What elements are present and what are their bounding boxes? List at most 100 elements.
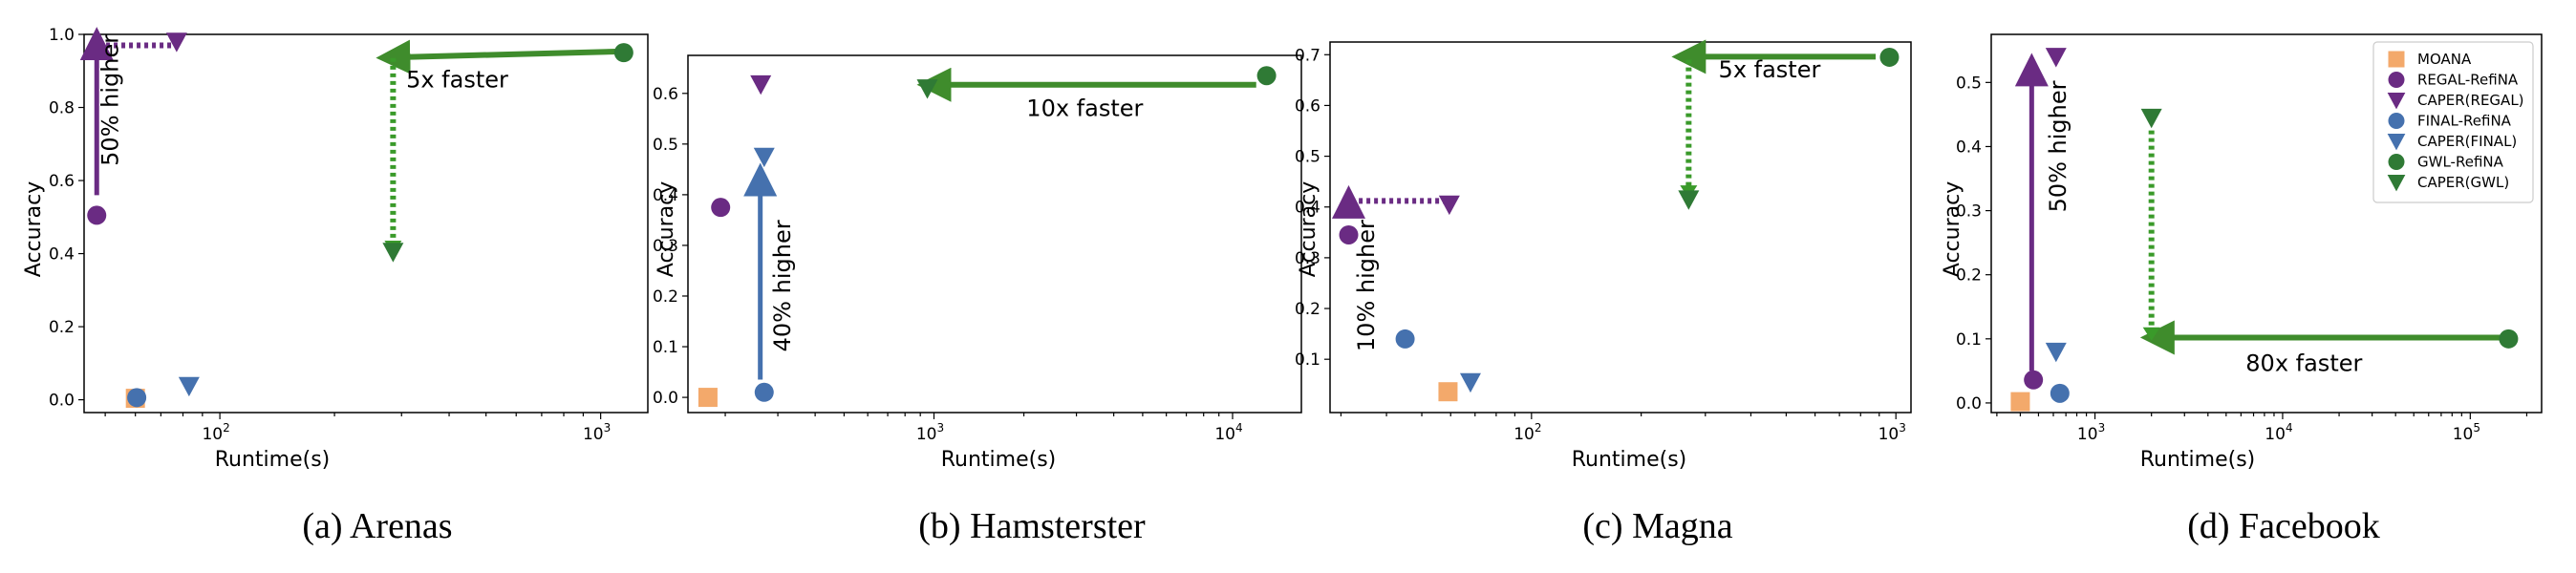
x-tick-label: 102: [1513, 421, 1541, 444]
ylabel-magna: Accuracy: [1297, 181, 1320, 277]
y-tick-label: 0.3: [1956, 202, 1982, 222]
point-caperregal: [2045, 48, 2067, 68]
point-regal-refina: [87, 205, 107, 225]
axes-frame: [1329, 41, 1912, 414]
point-caperfinal: [1459, 372, 1481, 393]
annotation-text: 50% higher: [97, 34, 123, 166]
legend-label: CAPER(REGAL): [2417, 92, 2524, 109]
axes-frame: [687, 54, 1302, 414]
x-tick-label: 103: [1878, 421, 1906, 444]
caption-magna: (c) Magna: [1582, 506, 1732, 546]
legend-label: CAPER(GWL): [2417, 174, 2509, 191]
point-gwl-refina: [2499, 329, 2519, 349]
xlabel-facebook: Runtime(s): [2140, 448, 2256, 472]
point-gwl-refina: [1879, 47, 1900, 67]
y-tick-label: 0.2: [653, 287, 678, 307]
point-regal-refina: [2024, 370, 2044, 390]
annotation-text: 40% higher: [769, 220, 796, 351]
xlabel-arenas: Runtime(s): [215, 448, 331, 472]
annotation-text: 10% higher: [1353, 220, 1380, 351]
x-tick-label: 103: [916, 421, 944, 444]
point-caperfinal: [2045, 342, 2067, 363]
x-tick-label: 103: [2077, 421, 2105, 444]
legend-label: CAPER(FINAL): [2417, 133, 2517, 150]
y-tick-label: 0.3: [1295, 249, 1320, 268]
y-tick-label: 0.4: [653, 186, 678, 205]
green-dotted-arrowhead: [2142, 327, 2160, 341]
axes-frame: [1990, 33, 2543, 414]
point-final-refina: [754, 382, 774, 402]
y-tick-label: 0.2: [1956, 266, 1982, 286]
panel-hamsterster: 0.0 0.1 0.2 0.3 0.4 0.5 0.6 103 104 40% higher 10x…: [653, 54, 1302, 546]
y-tick-label: 0.1: [1956, 330, 1982, 350]
annotation-text: 5x faster: [1719, 56, 1821, 83]
y-tick-label: 0.4: [1295, 199, 1320, 218]
y-tick-label: 0.5: [1956, 74, 1982, 93]
y-tick-label: 0.0: [1956, 394, 1982, 414]
legend-marker: [2388, 72, 2405, 88]
caption-arenas: (a) Arenas: [302, 506, 452, 546]
point-regal-refina: [711, 198, 731, 218]
legend-marker: [2387, 134, 2406, 151]
annotation-text: 50% higher: [2045, 80, 2072, 212]
y-tick-label: 0.1: [1295, 350, 1320, 370]
annotation-text: 80x faster: [2245, 350, 2362, 376]
point-moana: [2010, 392, 2030, 412]
y-tick-label: 0.6: [1295, 96, 1320, 116]
point-gwl-refina: [613, 43, 633, 63]
y-tick-label: 0.5: [653, 136, 678, 155]
x-tick-label: 103: [583, 421, 611, 444]
y-tick-label: 0.2: [49, 318, 75, 337]
green-arrow: [376, 39, 617, 74]
legend: MOANA REGAL-RefiNA CAPER(REGAL) FINAL-RefiN…: [2372, 41, 2534, 203]
y-tick-label: 0.5: [1295, 148, 1320, 167]
x-tick-label: 105: [2453, 421, 2480, 444]
y-tick-label: 0.4: [49, 245, 75, 265]
panel-magna: 0.1 0.2 0.3 0.4 0.5 0.6 0.7 102 103 10% higher 5x …: [1295, 39, 1912, 546]
caption-facebook: (d) Facebook: [2187, 506, 2380, 546]
x-tick-label: 102: [202, 421, 229, 444]
ylabel-arenas: Accuracy: [22, 181, 46, 277]
ylabel-hamsterster: Accuracy: [655, 181, 678, 277]
legend-marker: [2388, 113, 2405, 129]
legend-marker: [2387, 175, 2406, 192]
point-final-refina: [1395, 329, 1415, 349]
caption-hamsterster: (b) Hamsterster: [918, 506, 1146, 546]
legend-marker: [2388, 51, 2405, 68]
legend-label: FINAL-RefiNA: [2417, 113, 2512, 130]
point-capergwl: [1678, 190, 1700, 210]
plot-marks-facebook: 0.0 0.1 0.2 0.3 0.4 0.5 103 104 105 50% higher 80x…: [1956, 33, 2543, 444]
y-tick-label: 0.2: [1295, 300, 1320, 319]
annotation-text: 5x faster: [406, 66, 508, 93]
point-moana: [698, 388, 718, 408]
legend-label: MOANA: [2417, 51, 2472, 68]
point-moana: [1438, 382, 1458, 402]
point-capergwl: [2140, 108, 2162, 129]
legend-label: GWL-RefiNA: [2417, 154, 2504, 171]
legend-label: REGAL-RefiNA: [2417, 72, 2519, 89]
y-tick-label: 0.6: [653, 85, 678, 104]
annotation-text: 10x faster: [1026, 96, 1143, 122]
point-caperregal: [750, 74, 772, 96]
axes-frame: [83, 33, 649, 414]
legend-frame: [2372, 41, 2534, 203]
plot-marks-hamsterster: 0.0 0.1 0.2 0.3 0.4 0.5 0.6 103 104 40% higher 10x…: [653, 54, 1302, 444]
plot-marks-arenas: 0.0 0.2 0.4 0.6 0.8 1.0 102 103 50% higher 5x fas…: [49, 26, 649, 444]
legend-marker: [2388, 154, 2405, 170]
y-tick-label: 0.7: [1295, 46, 1320, 65]
y-tick-label: 0.0: [49, 392, 75, 411]
panel-arenas: 0.0 0.2 0.4 0.6 0.8 1.0 102 103 50% higher 5x fas…: [22, 26, 649, 546]
legend-marker: [2387, 93, 2406, 110]
y-tick-label: 0.4: [1956, 138, 1982, 157]
point-capergwl: [382, 243, 404, 263]
y-tick-label: 1.0: [49, 26, 75, 45]
x-tick-label: 104: [1214, 421, 1242, 444]
point-caperregal: [1438, 195, 1460, 216]
plot-marks-magna: 0.1 0.2 0.3 0.4 0.5 0.6 0.7 102 103 10% higher 5x …: [1295, 39, 1912, 444]
y-tick-label: 0.3: [653, 237, 678, 256]
y-tick-label: 0.6: [49, 172, 75, 191]
y-tick-label: 0.1: [653, 338, 678, 357]
point-final-refina: [127, 388, 147, 408]
panel-facebook: 0.0 0.1 0.2 0.3 0.4 0.5 103 104 105 50% higher 80x…: [1941, 33, 2543, 546]
